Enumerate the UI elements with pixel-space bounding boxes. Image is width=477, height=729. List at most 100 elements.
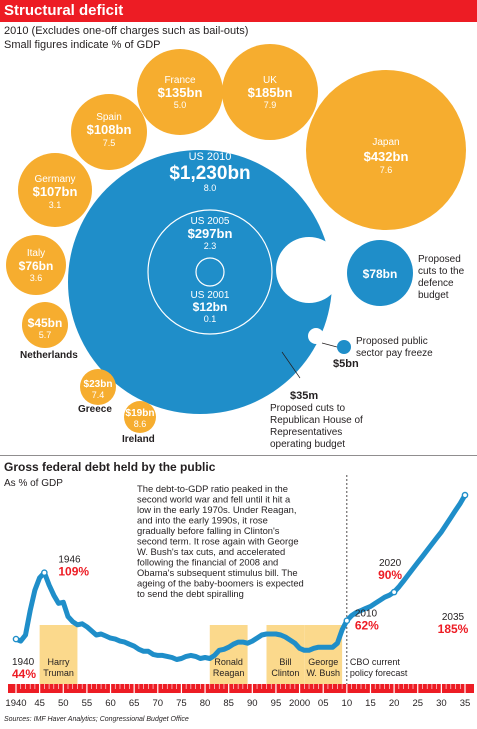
chart-title: Structural deficit: [4, 2, 124, 19]
label-uk-pct: 7.9: [264, 100, 277, 110]
bubble-pay-freeze: [337, 340, 351, 354]
point-marker-2010: [343, 617, 351, 624]
bubble-germany: [18, 153, 92, 227]
label-us2005-name: US 2005: [191, 216, 230, 227]
tick-label-1965: 65: [129, 698, 140, 709]
bubble-japan: [306, 70, 466, 230]
point-value-2035: 185%: [438, 622, 469, 636]
band-label-3-b: W. Bush: [306, 668, 340, 678]
pointer-house-budget: [281, 351, 301, 379]
x-axis-ticks: [15, 684, 466, 693]
bubble-uk: [222, 44, 318, 140]
point-marker-2020: [390, 588, 398, 596]
label-us2010-name: US 2010: [189, 151, 232, 163]
band-label-3-a: George: [308, 657, 338, 667]
bubble-us-2001: [195, 257, 225, 287]
label-spain-pct: 7.5: [103, 138, 116, 148]
tick-label-1995: 95: [271, 698, 282, 709]
annotation-text: The debt-to-GDP ratio peaked in thesecon…: [137, 483, 304, 599]
bubble-defence-cut: [347, 240, 413, 306]
label-us2001-value: $12bn: [193, 300, 228, 314]
label-italy-value: $76bn: [19, 259, 54, 273]
house-budget-label-4: operating budget: [270, 439, 345, 450]
label-greece-value: $23bn: [84, 379, 113, 390]
label-greece-pct: 7.4: [92, 390, 105, 400]
title-bar: Structural deficit: [0, 0, 477, 22]
label-italy-name: Italy: [27, 248, 45, 259]
point-marker-2035: [461, 491, 469, 499]
label-france-name: France: [164, 75, 196, 86]
annotation-line-8: Obama's subsequent stimulus bill. The: [137, 567, 298, 578]
annotation-line-1: second world war and fell until it hit a: [137, 494, 291, 505]
label-japan-value: $432bn: [364, 149, 409, 164]
band-label-2-b: Clinton: [271, 668, 299, 678]
bubble-ireland: [124, 401, 156, 433]
forecast-label-2: policy forecast: [350, 668, 408, 678]
label-italy-pct: 3.6: [30, 273, 43, 283]
label-uk-value: $185bn: [248, 85, 293, 100]
debt-line-chart: Gross federal debt held by the public As…: [0, 455, 477, 709]
band-label-1-b: Reagan: [213, 668, 245, 678]
band-label-0-a: Harry: [48, 657, 70, 667]
label-us2010-value: $1,230bn: [169, 163, 250, 184]
bubble-greece: [80, 369, 116, 405]
band-label-1-a: Ronald: [214, 657, 243, 667]
house-budget-label-3: Representatives: [270, 427, 342, 438]
tick-label-2010: 10: [342, 698, 353, 709]
pay-freeze-label-2: sector pay freeze: [356, 348, 433, 359]
bubble-france: [137, 49, 223, 135]
label-spain-value: $108bn: [87, 122, 132, 137]
annotation-line-7: following the financial of 2008 and: [137, 557, 278, 568]
point-value-2010: 62%: [355, 619, 379, 633]
band-3: [304, 625, 343, 684]
pay-freeze-label-1: Proposed public: [356, 336, 428, 347]
tick-label-1940: 1940: [5, 698, 26, 709]
label-japan-pct: 7.6: [380, 165, 393, 175]
annotation-line-6: W. Bush's tax cuts, and accelerated: [137, 546, 285, 557]
x-axis-tick-labels: 1940 45 50 55 60 65 70 75 80 85 90 95 2000 05 10 15 20 25…: [5, 698, 470, 709]
line-chart-ylabel: As % of GDP: [4, 478, 63, 489]
house-budget-value: $35m: [290, 390, 318, 402]
tick-label-2030: 30: [436, 698, 447, 709]
label-netherlands-value: $45bn: [28, 316, 63, 330]
bubble-italy: [6, 235, 66, 295]
label-netherlands-name: Netherlands: [20, 350, 78, 361]
tick-label-2005: 05: [318, 698, 329, 709]
label-japan-name: Japan: [372, 137, 399, 148]
point-value-2020: 90%: [378, 568, 402, 582]
tick-label-1970: 70: [153, 698, 164, 709]
bubble-spain: [71, 94, 147, 170]
defence-cut-label-3: defence: [418, 278, 454, 289]
tick-label-1955: 55: [82, 698, 93, 709]
tick-label-1990: 90: [247, 698, 258, 709]
tick-label-2025: 25: [412, 698, 423, 709]
tick-label-1985: 85: [223, 698, 234, 709]
label-germany-name: Germany: [34, 174, 75, 185]
forecast-label-1: CBO current: [350, 657, 401, 667]
source-note: Sources: IMF Haver Analytics; Congressio…: [4, 716, 189, 723]
cut-circle-pay-freeze: [308, 328, 324, 344]
label-germany-value: $107bn: [33, 184, 78, 199]
house-budget-label-1: Proposed cuts to: [270, 403, 345, 414]
defence-cut-label-4: budget: [418, 290, 449, 301]
point-value-1946: 109%: [58, 565, 89, 579]
label-us2001-pct: 0.1: [204, 314, 217, 324]
annotation-line-10: to send the debt spiralling: [137, 588, 244, 599]
point-year-1946: 1946: [58, 555, 81, 566]
label-ireland-name: Ireland: [122, 434, 155, 445]
label-spain-name: Spain: [96, 112, 122, 123]
annotation-line-3: and into the early 1990s, it rose: [137, 515, 268, 526]
house-budget-label-2: Republican House of: [270, 415, 363, 426]
x-axis-strip: [8, 684, 474, 693]
point-year-2035: 2035: [442, 612, 465, 623]
point-value-1940: 44%: [12, 667, 36, 681]
tick-label-2020: 20: [389, 698, 400, 709]
defence-cut-label-1: Proposed: [418, 254, 461, 265]
label-us2005-value: $297bn: [188, 226, 233, 241]
label-greece-name: Greece: [78, 404, 112, 415]
label-us2001-name: US 2001: [191, 290, 230, 301]
annotation-line-9: ageing of the baby-boomers is expected: [137, 578, 304, 589]
point-year-1940: 1940: [12, 657, 35, 668]
label-ireland-value: $19bn: [126, 408, 155, 419]
